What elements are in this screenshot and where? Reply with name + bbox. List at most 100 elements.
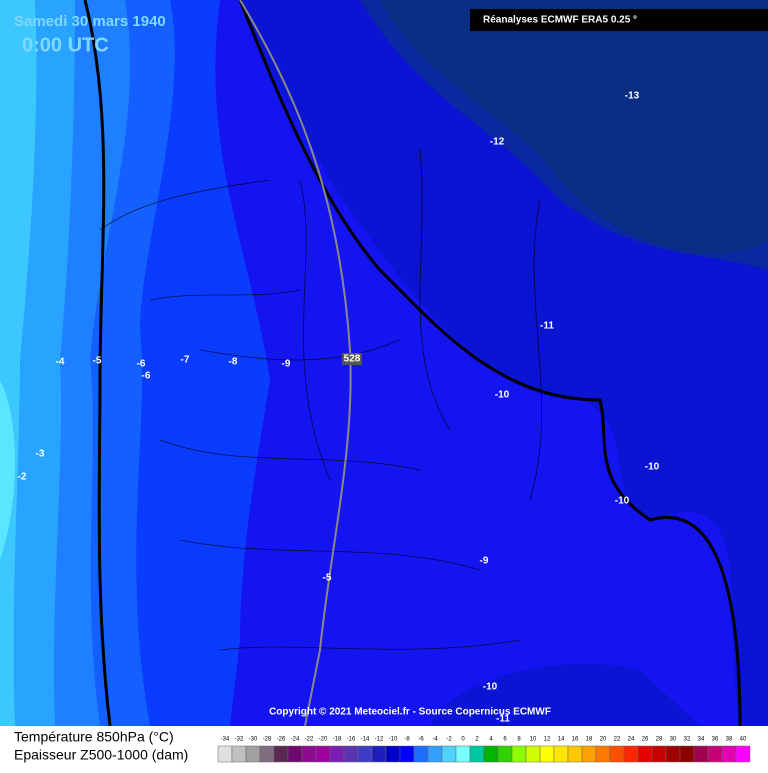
colorbar-label: 30 bbox=[670, 737, 677, 743]
contour-label: -11 bbox=[496, 714, 510, 725]
colorbar-label: -20 bbox=[319, 737, 328, 743]
colorbar-swatch bbox=[553, 745, 569, 763]
colorbar-swatch bbox=[413, 745, 429, 763]
contour-label: -10 bbox=[615, 496, 630, 507]
colorbar-swatch bbox=[707, 745, 723, 763]
colorbar-label: 24 bbox=[628, 737, 635, 743]
colorbar-label: -6 bbox=[418, 737, 424, 743]
colorbar-swatch bbox=[245, 745, 261, 763]
contour-label: -6 bbox=[137, 359, 146, 370]
colorbar-label: 14 bbox=[558, 737, 565, 743]
colorbar-swatch bbox=[567, 745, 583, 763]
colorbar-swatch bbox=[693, 745, 709, 763]
colorbar-label: 2 bbox=[475, 737, 479, 743]
legend-line2: Epaisseur Z500-1000 (dam) bbox=[14, 747, 188, 763]
borders bbox=[99, 149, 542, 651]
contour-label: -2 bbox=[18, 472, 27, 483]
colorbar-label: 34 bbox=[698, 737, 705, 743]
colorbar-swatch bbox=[371, 745, 387, 763]
colorbar-swatch bbox=[679, 745, 695, 763]
colorbar-swatch bbox=[441, 745, 457, 763]
colorbar-swatch bbox=[315, 745, 331, 763]
colorbar: -34 -32 -30 -28 -26 -24 -22 -20 -18 -16 -14 -12 -10-… bbox=[217, 737, 751, 763]
band bbox=[0, 380, 15, 560]
copyright: Copyright © 2021 Meteociel.fr - Source C… bbox=[269, 707, 551, 718]
colorbar-swatch bbox=[231, 745, 247, 763]
colorbar-label: 12 bbox=[544, 737, 551, 743]
colorbar-swatch bbox=[623, 745, 639, 763]
colorbar-label: -4 bbox=[432, 737, 438, 743]
colorbar-swatch bbox=[217, 745, 233, 763]
band-coldest bbox=[380, 0, 768, 254]
colorbar-swatch bbox=[357, 745, 373, 763]
colorbar-label: 28 bbox=[656, 737, 663, 743]
colorbar-swatch bbox=[427, 745, 443, 763]
colorbar-label: 6 bbox=[503, 737, 507, 743]
colorbar-swatch bbox=[665, 745, 681, 763]
colorbar-label: 32 bbox=[684, 737, 691, 743]
contour-label: -12 bbox=[490, 137, 505, 148]
colorbar-swatch bbox=[385, 745, 401, 763]
colorbar-swatch bbox=[259, 745, 275, 763]
contour-label: -4 bbox=[56, 357, 65, 368]
colorbar-label: -24 bbox=[291, 737, 300, 743]
contour-label: -9 bbox=[480, 556, 489, 567]
colorbar-label: -14 bbox=[361, 737, 370, 743]
colorbar-label: -34 bbox=[221, 737, 230, 743]
colorbar-label: 18 bbox=[586, 737, 593, 743]
colorbar-label: -8 bbox=[404, 737, 410, 743]
colorbar-label: 8 bbox=[517, 737, 521, 743]
colorbar-label: -12 bbox=[375, 737, 384, 743]
contour-label: -11 bbox=[540, 321, 554, 332]
colorbar-swatch bbox=[735, 745, 751, 763]
colorbar-swatch bbox=[525, 745, 541, 763]
colorbar-label: -32 bbox=[235, 737, 244, 743]
colorbar-swatch bbox=[511, 745, 527, 763]
contour-label: -5 bbox=[323, 573, 332, 584]
colorbar-label: 20 bbox=[600, 737, 607, 743]
colorbar-label: -10 bbox=[389, 737, 398, 743]
colorbar-label: 4 bbox=[489, 737, 493, 743]
colorbar-swatch bbox=[609, 745, 625, 763]
contour-label: -8 bbox=[229, 357, 238, 368]
colorbar-label: -26 bbox=[277, 737, 286, 743]
contour-label: -10 bbox=[483, 682, 498, 693]
contour-label: -7 bbox=[181, 355, 190, 366]
colorbar-label: 0 bbox=[461, 737, 465, 743]
colorbar-label: 40 bbox=[740, 737, 747, 743]
colorbar-swatch bbox=[581, 745, 597, 763]
colorbar-swatch bbox=[483, 745, 499, 763]
time: 0:00 UTC bbox=[22, 34, 109, 56]
colorbar-label: -16 bbox=[347, 737, 356, 743]
colorbar-swatch bbox=[273, 745, 289, 763]
colorbar-swatch bbox=[721, 745, 737, 763]
legend-line1: Température 850hPa (°C) bbox=[14, 729, 174, 745]
contour-label: -3 bbox=[36, 449, 45, 460]
contour-labels: -13 -12 -11 -10 -10 -10 -9 -8 -7 -6-6 -5 -4 -3 -2 -9 -5… bbox=[18, 91, 660, 725]
colorbar-swatch bbox=[455, 745, 471, 763]
contour-label: -10 bbox=[645, 462, 660, 473]
colorbar-swatch bbox=[287, 745, 303, 763]
contour-label: 528 bbox=[344, 354, 361, 365]
colorbar-swatch bbox=[469, 745, 485, 763]
contour-label: -6 bbox=[142, 371, 151, 382]
colorbar-label: 36 bbox=[712, 737, 719, 743]
colorbar-swatch bbox=[329, 745, 345, 763]
colorbar-swatch bbox=[301, 745, 317, 763]
contour-label: -5 bbox=[93, 356, 102, 367]
colorbar-label: -2 bbox=[446, 737, 452, 743]
colorbar-swatch bbox=[637, 745, 653, 763]
colorbar-swatch bbox=[497, 745, 513, 763]
colorbar-swatch bbox=[539, 745, 555, 763]
colorbar-label: -22 bbox=[305, 737, 314, 743]
colorbar-label: 22 bbox=[614, 737, 621, 743]
colorbar-label: 38 bbox=[726, 737, 733, 743]
band-cold bbox=[430, 663, 700, 726]
band bbox=[0, 0, 37, 726]
contour-label: -10 bbox=[495, 390, 510, 401]
colorbar-swatch bbox=[595, 745, 611, 763]
contour-label: -13 bbox=[625, 91, 640, 102]
source: Réanalyses ECMWF ERA5 0.25 ° bbox=[483, 15, 637, 26]
